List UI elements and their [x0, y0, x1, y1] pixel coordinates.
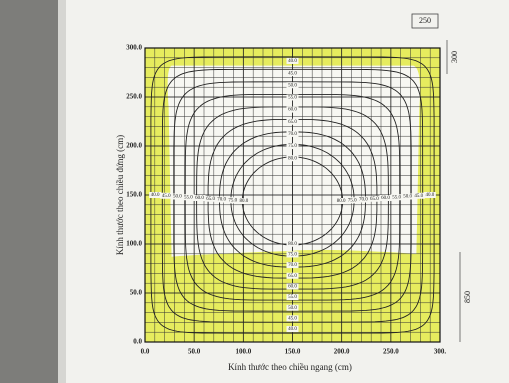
- contour-label: 65.0: [370, 197, 379, 202]
- x-tick-label: 100.0: [235, 348, 251, 356]
- contour-label: 65.0: [288, 274, 297, 279]
- x-axis-label: Kính thước theo chiều ngang (cm): [228, 362, 352, 372]
- contour-label: 75.0: [228, 198, 237, 203]
- contour-label: 50.0: [288, 83, 297, 88]
- contour-label: 50.0: [173, 195, 182, 200]
- x-tick-label: 50.0: [188, 348, 201, 356]
- contour-label: 55.0: [392, 195, 401, 200]
- contour-label: 75.0: [288, 144, 297, 149]
- y-axis-label: Kính thước theo chiều đứng (cm): [115, 135, 125, 255]
- y-tick-label: 0.0: [133, 338, 142, 346]
- y-tick-label: 200.0: [126, 142, 142, 150]
- y-tick-label: 150.0: [126, 191, 142, 199]
- contour-label: 60.0: [288, 285, 297, 290]
- y-tick-label: 50.0: [130, 289, 143, 297]
- contour-label: 40.0: [288, 59, 297, 64]
- contour-label: 65.0: [206, 197, 215, 202]
- contour-label: 65.0: [288, 120, 297, 125]
- contour-label: 45.0: [288, 71, 297, 76]
- contour-label: 80.0: [288, 242, 297, 247]
- x-tick-label: 250.0: [383, 348, 399, 356]
- contour-label: 55.0: [288, 295, 297, 300]
- contour-label: 50.0: [288, 306, 297, 311]
- contour-label: 60.0: [381, 196, 390, 201]
- y-tick-label: 250.0: [126, 93, 142, 101]
- contour-label: 40.0: [425, 193, 434, 198]
- contour-label: 70.0: [217, 198, 226, 203]
- contour-label: 70.0: [288, 263, 297, 268]
- contour-label: 40.0: [151, 193, 160, 198]
- contour-label: 80.0: [337, 199, 346, 204]
- contour-label: 55.0: [288, 96, 297, 101]
- contour-label: 55.0: [184, 195, 193, 200]
- contour-label: 60.0: [288, 108, 297, 113]
- x-tick-label: 0.0: [141, 348, 150, 356]
- annotation: 300: [450, 51, 459, 63]
- plot: 0.0 50.0 100.0 150.0 200.0 250.0 300. 0.0 50.0 10…: [126, 44, 446, 356]
- y-tick-label: 100.0: [126, 240, 142, 248]
- contour-label: 40.0: [288, 327, 297, 332]
- contour-label: 50.0: [403, 195, 412, 200]
- contour-label: 80.0: [288, 156, 297, 161]
- annotation: 850: [463, 291, 472, 303]
- contour-label: 80.0: [239, 199, 248, 204]
- x-tick-label: 300.: [434, 348, 447, 356]
- contour-label: 70.0: [288, 132, 297, 137]
- contour-label: 45.0: [162, 194, 171, 199]
- contour-label: 75.0: [348, 198, 357, 203]
- x-tick-label: 150.0: [285, 348, 301, 356]
- y-tick-label: 300.0: [126, 44, 142, 52]
- contour-label: 45.0: [414, 194, 423, 199]
- page-fold: [58, 0, 66, 383]
- contour-label: 45.0: [288, 317, 297, 322]
- x-tick-label: 200.0: [334, 348, 350, 356]
- contour-label: 60.0: [195, 196, 204, 201]
- contour-label: 75.0: [288, 253, 297, 258]
- photo: Kính thước theo chiều ngang (cm) Kính th…: [0, 0, 509, 383]
- contour-label: 70.0: [359, 198, 368, 203]
- annotation: 250: [419, 16, 431, 25]
